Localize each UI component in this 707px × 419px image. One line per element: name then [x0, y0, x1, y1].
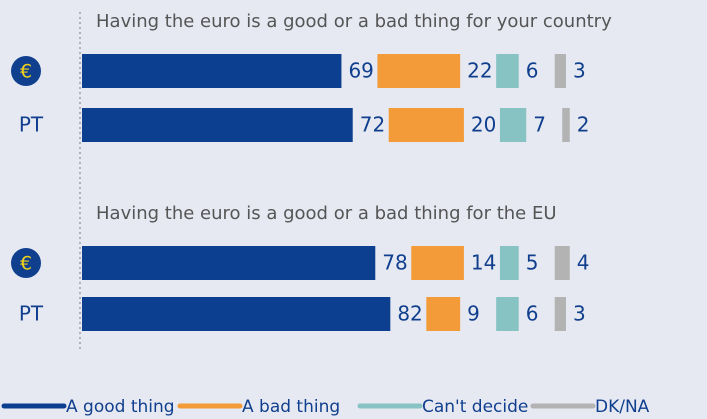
bar-segment: [426, 297, 461, 331]
data-label: 72: [360, 113, 385, 137]
data-label: 2: [577, 113, 590, 137]
chart-row: PT 82 9 6 3: [19, 297, 586, 331]
legend-label: DK/NA: [595, 397, 650, 417]
row-label: €: [20, 253, 32, 275]
row-label: PT: [19, 302, 44, 326]
bar-segment: [562, 108, 570, 142]
legend-label: A bad thing: [242, 397, 340, 417]
row-label: PT: [19, 113, 44, 137]
bar-segment: [82, 246, 376, 280]
data-label: 6: [526, 59, 539, 83]
bar-segment: [496, 297, 519, 331]
bar-segment: [388, 108, 464, 142]
row-label: €: [20, 61, 32, 83]
bar-segment: [82, 297, 391, 331]
data-label: 4: [577, 251, 590, 275]
data-label: 5: [526, 251, 539, 275]
data-label: 14: [471, 251, 496, 275]
chart-group: Having the euro is a good or a bad thing…: [11, 203, 589, 331]
bar-segment: [411, 246, 464, 280]
legend-item: DK/NA: [530, 397, 650, 417]
bar-segment: [82, 54, 342, 88]
euro-icon: €: [11, 56, 41, 86]
group-title: Having the euro is a good or a bad thing…: [96, 11, 612, 32]
data-label: 9: [467, 302, 480, 326]
euro-icon: €: [11, 248, 41, 278]
data-label: 7: [533, 113, 546, 137]
chart-row: €78 14 5 4: [11, 246, 589, 280]
legend-label: Can't decide: [422, 397, 528, 417]
data-label: 78: [382, 251, 407, 275]
bar-segment: [554, 297, 566, 331]
chart-row: €69 22 6 3: [11, 54, 586, 88]
chart-row: PT 72 20 7 2: [19, 108, 590, 142]
data-label: 3: [573, 59, 586, 83]
bar-segment: [554, 246, 570, 280]
bar-segment: [496, 54, 519, 88]
bar-segment: [377, 54, 461, 88]
bar-segment: [499, 108, 527, 142]
data-label: 69: [348, 59, 373, 83]
data-label: 82: [397, 302, 422, 326]
data-label: 6: [526, 302, 539, 326]
bar-segment: [554, 54, 566, 88]
legend-item: A good thing: [1, 397, 175, 417]
legend-item: Can't decide: [357, 397, 528, 417]
bar-segment: [82, 108, 353, 142]
legend-label: A good thing: [66, 397, 175, 417]
legend-item: A bad thing: [177, 397, 340, 417]
data-label: 22: [467, 59, 492, 83]
data-label: 3: [573, 302, 586, 326]
chart-group: Having the euro is a good or a bad thing…: [11, 11, 612, 142]
bar-segment: [499, 246, 519, 280]
data-label: 20: [471, 113, 496, 137]
group-title: Having the euro is a good or a bad thing…: [96, 203, 557, 224]
